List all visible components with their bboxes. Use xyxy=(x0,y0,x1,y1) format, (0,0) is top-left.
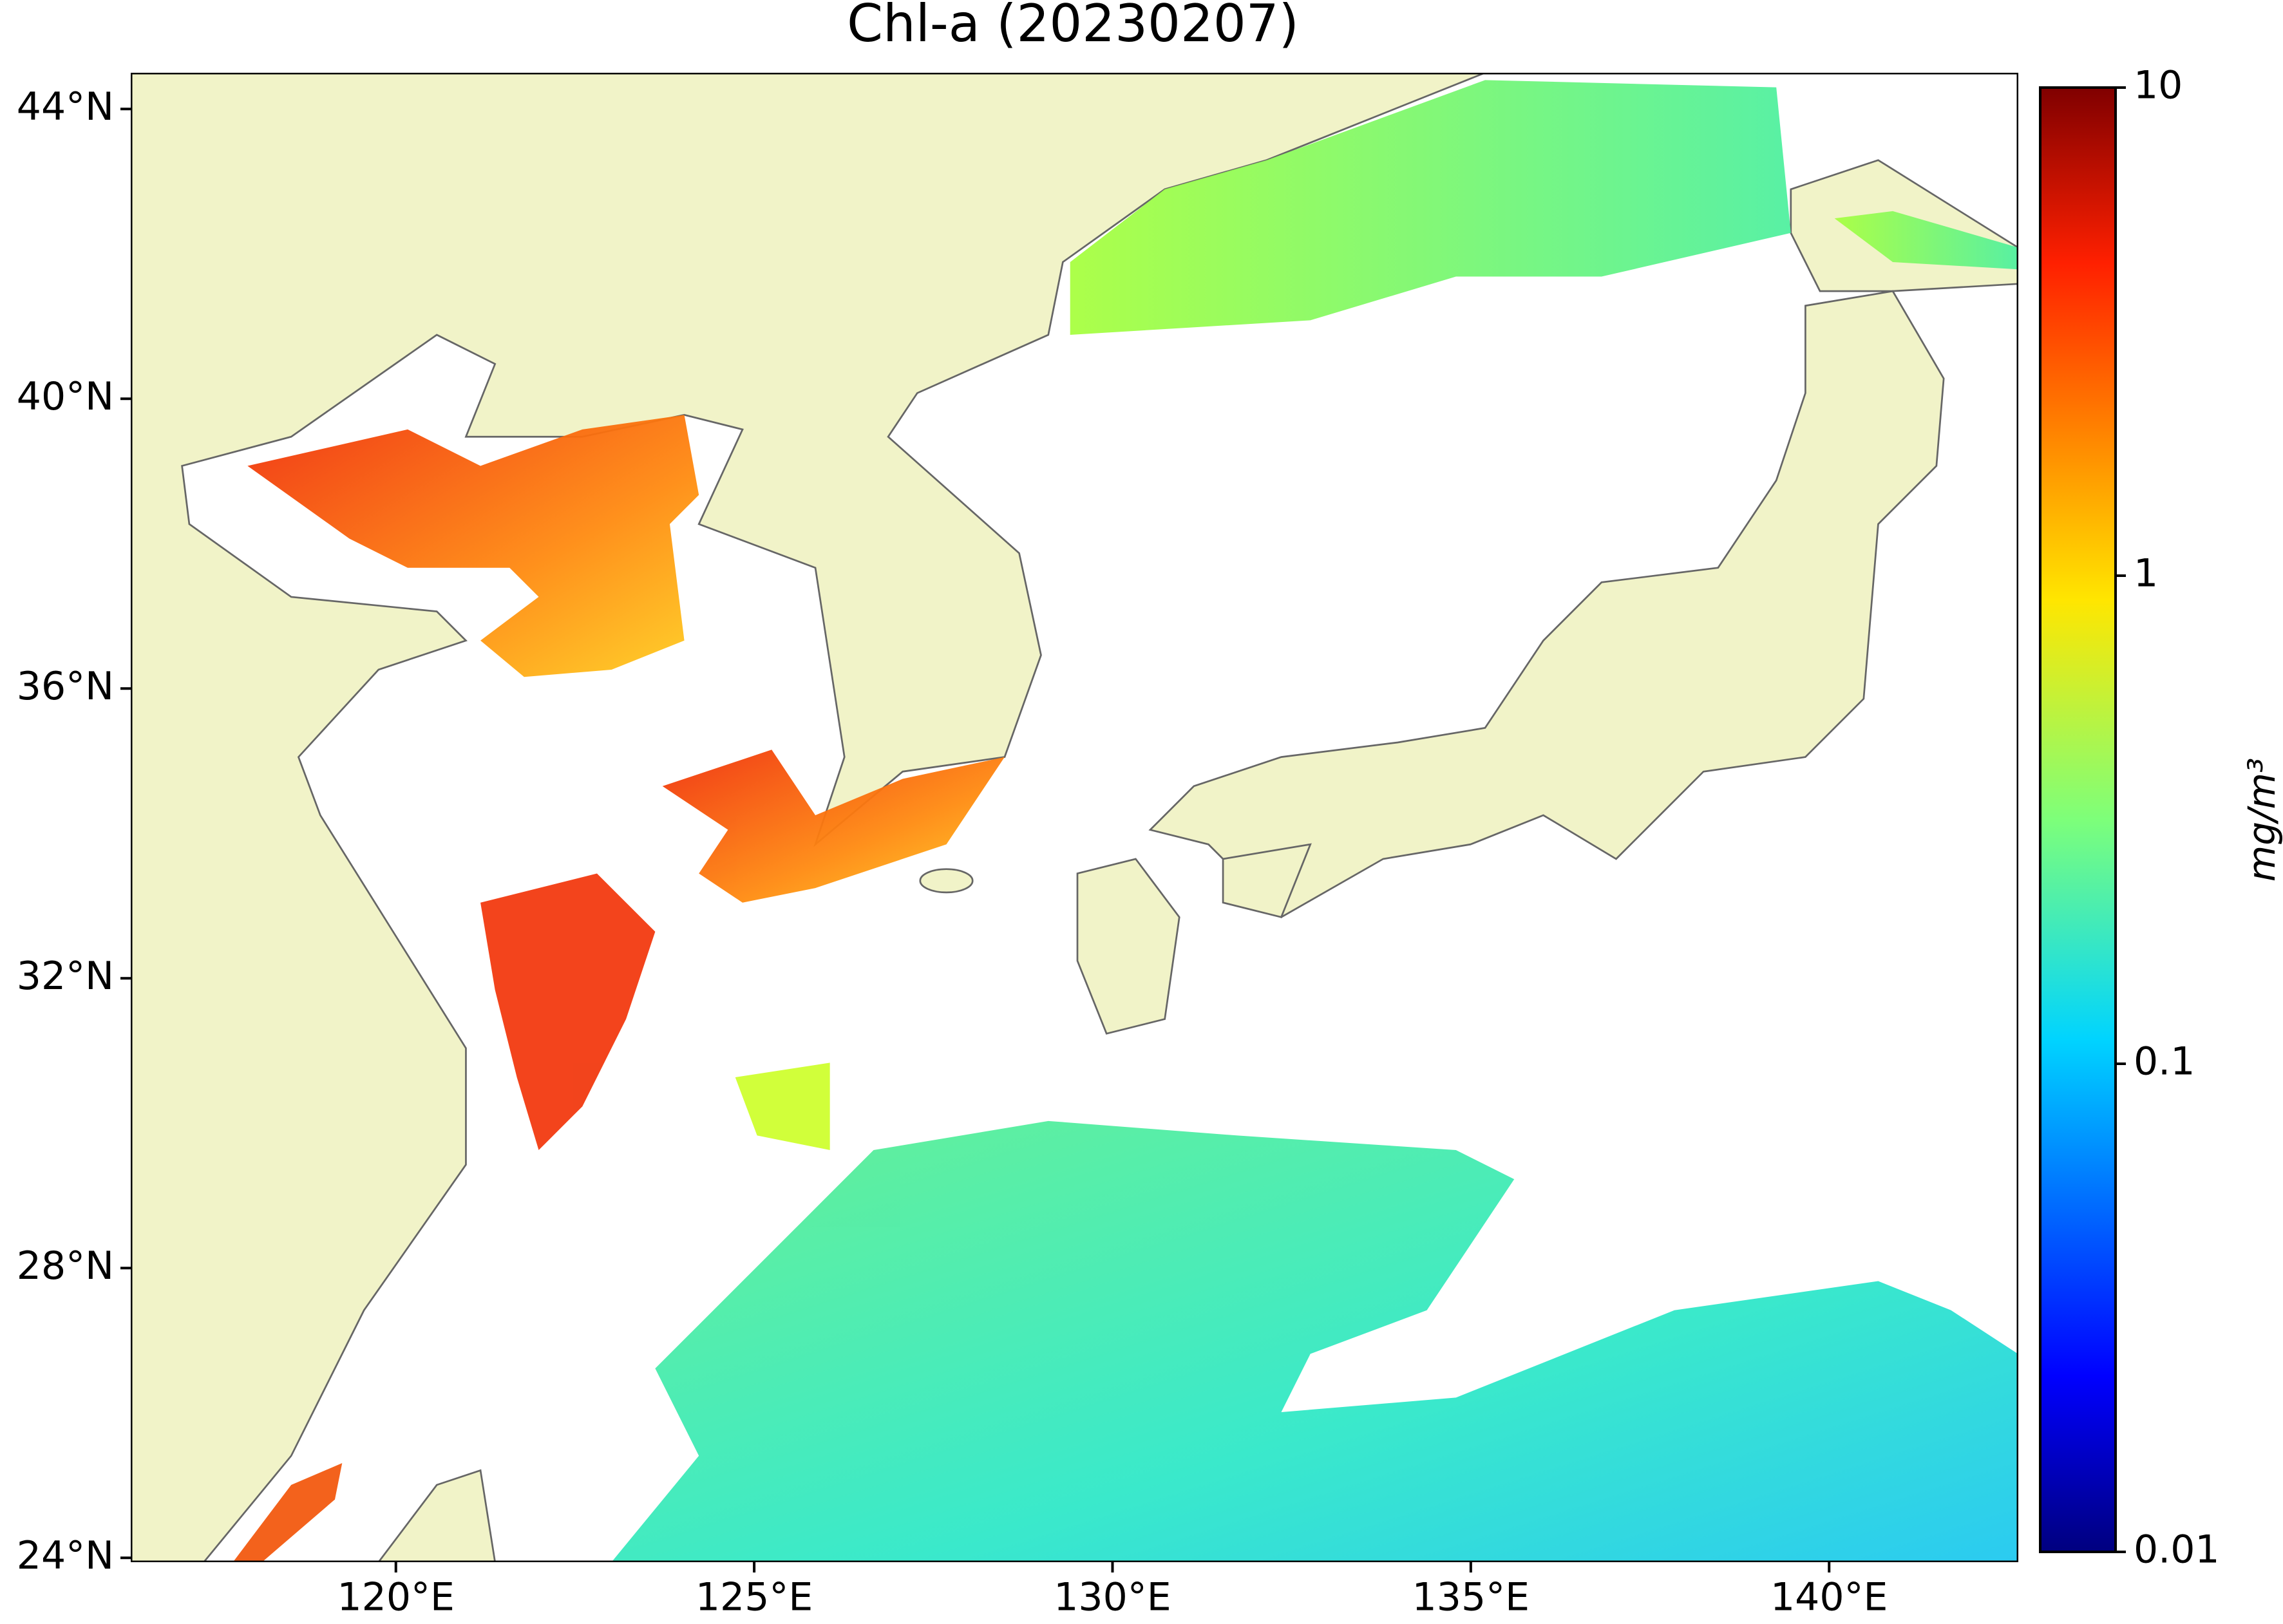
x-tick-label: 125°E xyxy=(696,1575,813,1620)
map-title: Chl-a (20230207) xyxy=(847,0,1299,53)
colorbar-tick-label: 0.1 xyxy=(2134,1039,2195,1084)
colorbar xyxy=(2039,86,2117,1553)
colorbar-label: mg/m³ xyxy=(2240,758,2283,882)
x-tick-label: 135°E xyxy=(1412,1575,1530,1620)
chl-pacific xyxy=(611,1120,2018,1562)
y-tick-label: 28°N xyxy=(17,1243,114,1289)
chl-east-china-sea xyxy=(735,1062,830,1151)
colorbar-tick-label: 10 xyxy=(2134,63,2183,108)
y-tick-label: 24°N xyxy=(17,1533,114,1578)
chl-bohai-yellow-sea xyxy=(247,415,699,677)
colorbar-tick-label: 1 xyxy=(2134,551,2158,596)
chl-china-coast xyxy=(480,873,656,1151)
x-tick-label: 130°E xyxy=(1054,1575,1171,1620)
colorbar-tick-label: 0.01 xyxy=(2134,1527,2220,1572)
jeju xyxy=(919,868,974,894)
y-tick-label: 44°N xyxy=(17,84,114,129)
y-tick-label: 32°N xyxy=(17,954,114,999)
map-area xyxy=(131,73,2018,1562)
chl-korea-strait xyxy=(662,750,1005,903)
shikoku xyxy=(1222,843,1312,918)
y-tick-label: 40°N xyxy=(17,374,114,419)
x-tick-label: 140°E xyxy=(1770,1575,1888,1620)
x-tick-label: 120°E xyxy=(337,1575,455,1620)
chl-taiwan-strait xyxy=(232,1463,343,1562)
kyushu xyxy=(1076,858,1180,1035)
y-tick-label: 36°N xyxy=(17,664,114,709)
chl-hokkaido-east xyxy=(1834,211,2018,270)
coastlines xyxy=(181,73,2018,1562)
chl-sea-of-japan xyxy=(1070,80,1791,335)
